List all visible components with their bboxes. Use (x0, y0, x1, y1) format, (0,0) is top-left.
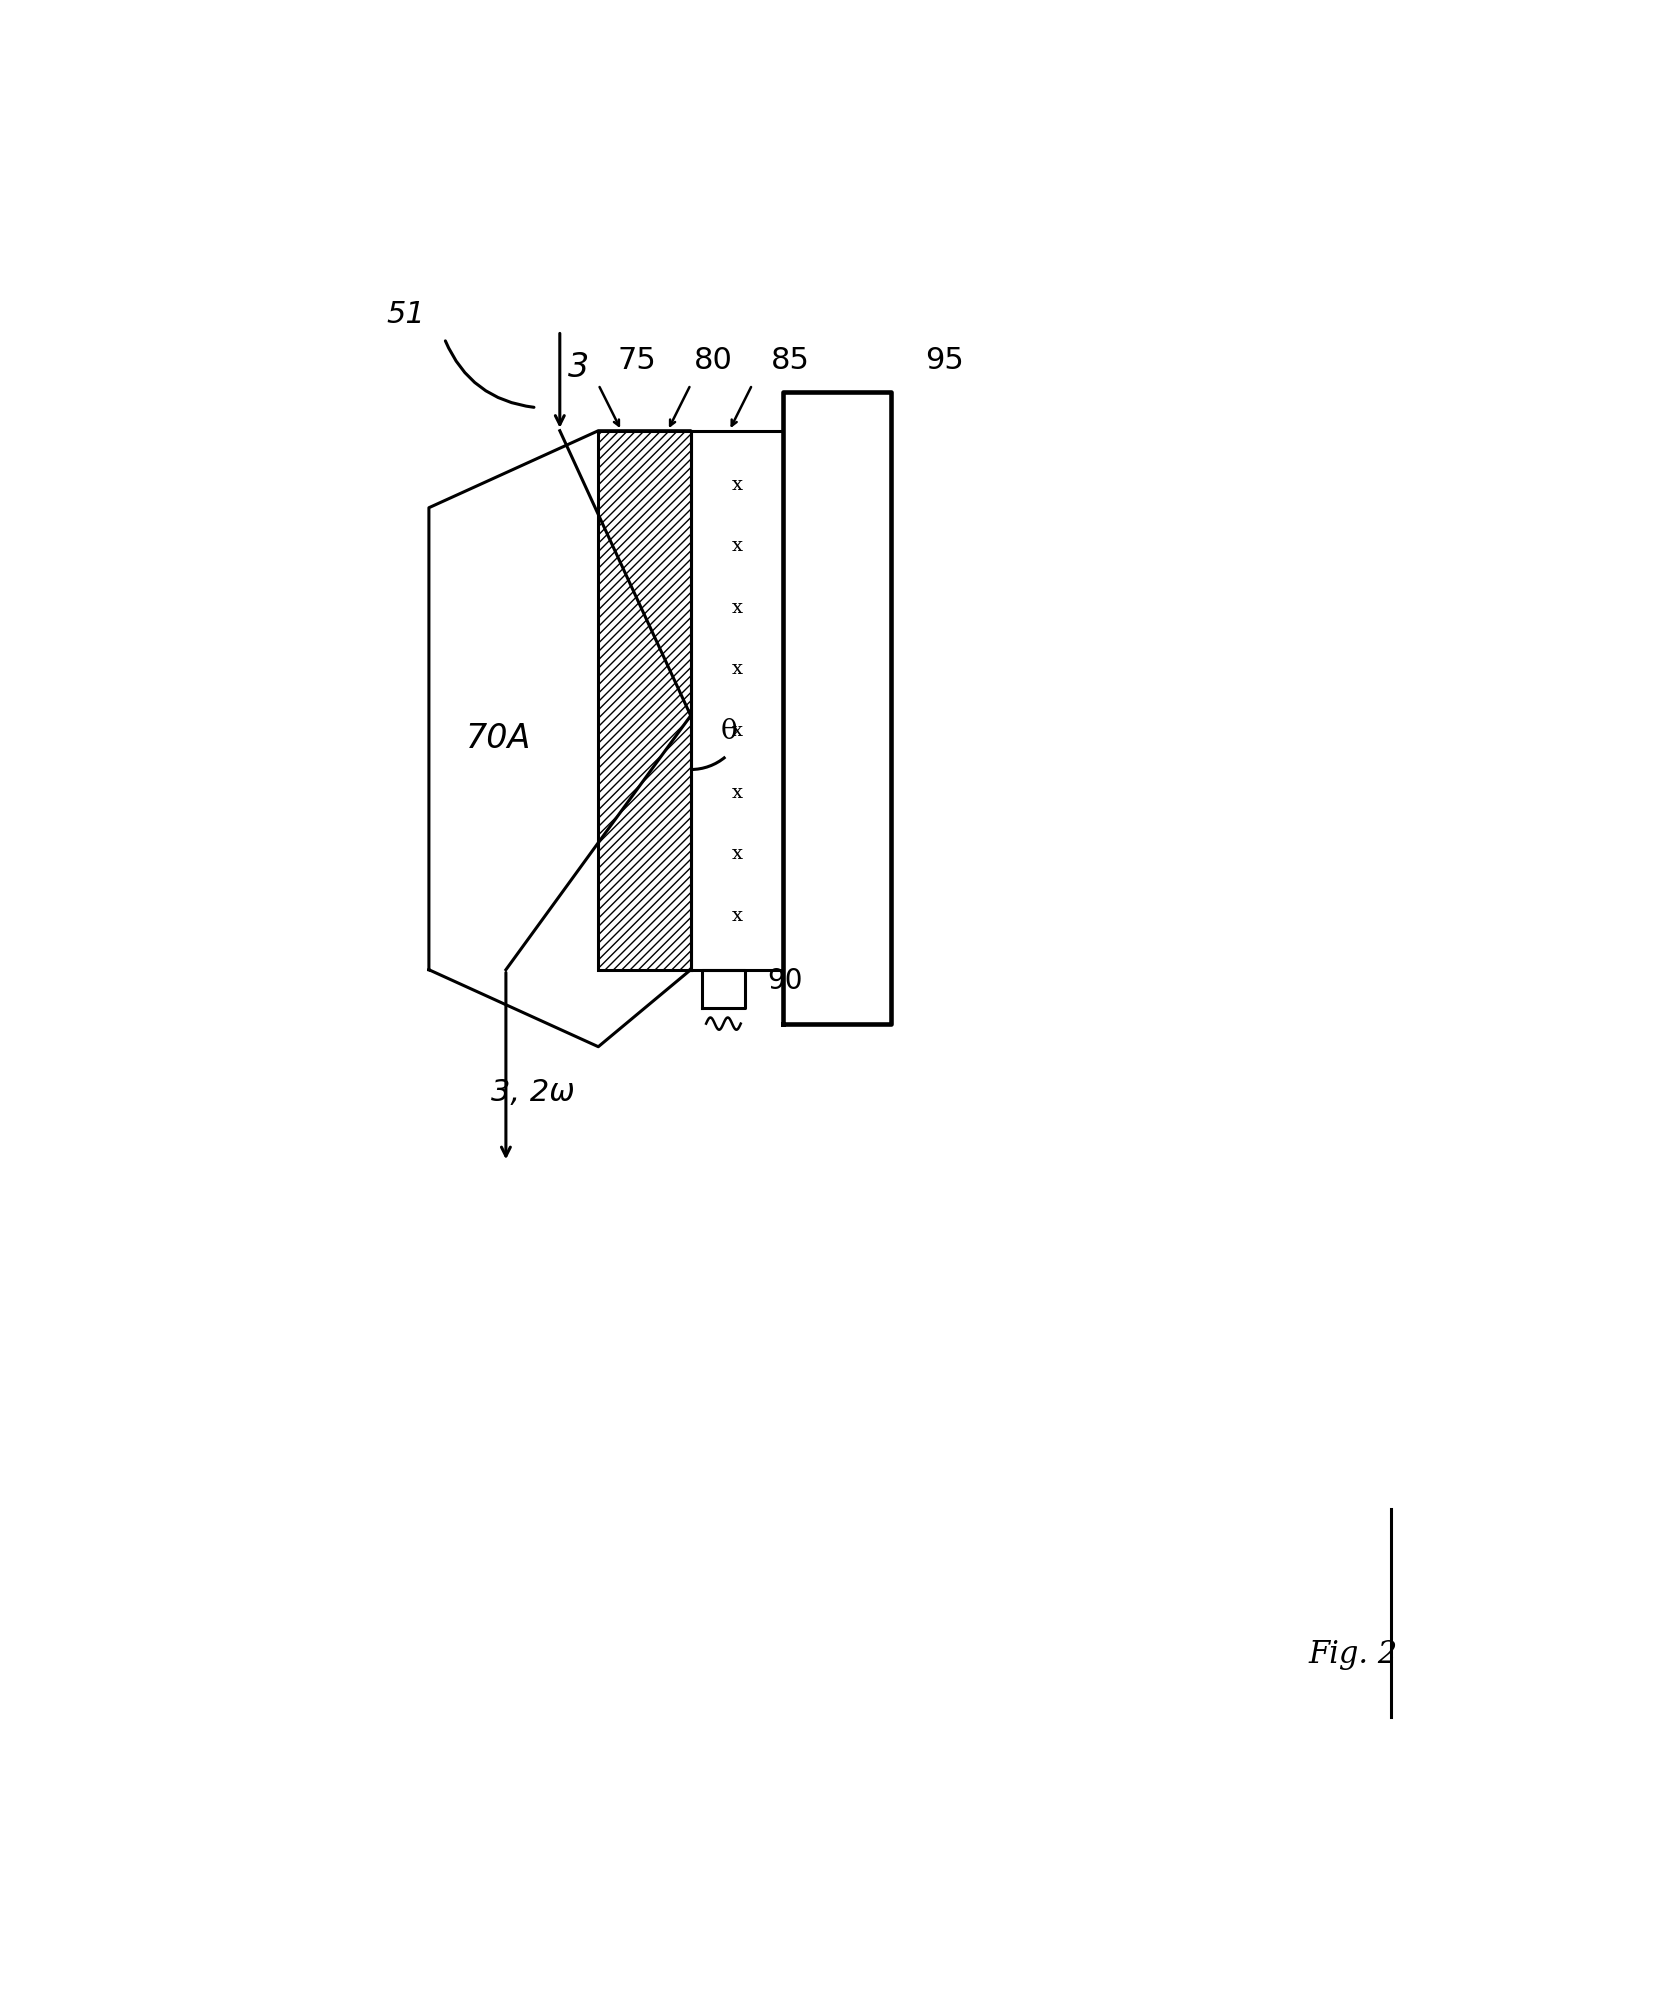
Text: 90: 90 (768, 967, 803, 995)
Text: x: x (731, 783, 743, 801)
Polygon shape (599, 432, 691, 969)
Text: 3, 2ω: 3, 2ω (490, 1077, 576, 1107)
Text: 95: 95 (925, 346, 964, 376)
Text: x: x (731, 721, 743, 739)
Text: 51: 51 (386, 300, 425, 330)
Text: 75: 75 (617, 346, 656, 376)
Text: 3: 3 (569, 352, 589, 384)
Text: 80: 80 (694, 346, 733, 376)
Text: x: x (731, 907, 743, 925)
Text: x: x (731, 845, 743, 863)
Text: x: x (731, 661, 743, 679)
Text: θ: θ (721, 717, 738, 745)
Text: 70A: 70A (465, 721, 530, 755)
Text: Fig. 2: Fig. 2 (1308, 1638, 1397, 1670)
Text: x: x (731, 476, 743, 494)
Text: x: x (731, 537, 743, 555)
Text: 85: 85 (771, 346, 810, 376)
Text: x: x (731, 599, 743, 617)
